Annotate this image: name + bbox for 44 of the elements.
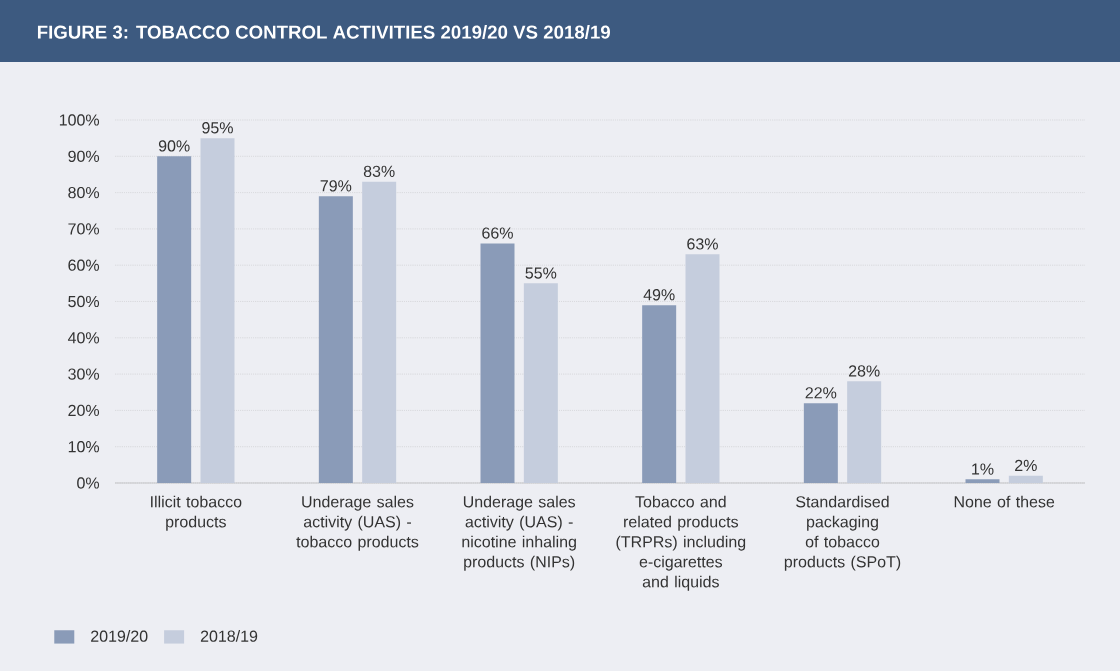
data-label: 49% bbox=[643, 289, 675, 301]
bar bbox=[642, 305, 677, 483]
data-label: 90% bbox=[158, 140, 190, 152]
bar bbox=[523, 283, 558, 483]
data-label: 55% bbox=[525, 267, 557, 279]
legend-label: 2019/20 bbox=[91, 630, 148, 642]
data-label: 83% bbox=[363, 165, 395, 177]
data-label: 22% bbox=[805, 387, 837, 399]
x-tick-label: Underage sales activity (UAS) - nicotine inhaling products (NIPs) bbox=[462, 495, 576, 571]
y-tick-label: 0% bbox=[77, 477, 100, 489]
data-label: 1% bbox=[972, 463, 994, 475]
y-tick-label: 20% bbox=[68, 404, 100, 417]
bar bbox=[157, 156, 192, 483]
bar bbox=[200, 138, 235, 483]
data-label: 2% bbox=[1015, 459, 1037, 472]
x-tick-label: None of these bbox=[954, 495, 1055, 508]
bar bbox=[318, 196, 353, 483]
x-tick-label: Illicit tobacco products bbox=[151, 495, 242, 531]
bar bbox=[847, 381, 882, 483]
bar bbox=[965, 479, 1000, 483]
y-tick-label: 30% bbox=[68, 368, 100, 380]
bar bbox=[803, 403, 838, 483]
data-label: 28% bbox=[848, 365, 880, 377]
y-tick-label: 10% bbox=[68, 441, 100, 453]
data-label: 95% bbox=[202, 122, 233, 134]
y-tick-label: 40% bbox=[67, 332, 100, 344]
y-tick-label: 90% bbox=[68, 150, 100, 162]
chart-title: FIGURE 3: TOBACCO CONTROL ACTIVITIES 2019/20 VS 2018/19 bbox=[37, 25, 610, 39]
x-tick-label: Tobacco and related products (TRPRs) including e-cigarettes and liquids bbox=[616, 495, 746, 591]
legend-label: 2018/19 bbox=[200, 630, 258, 642]
bar bbox=[362, 181, 397, 483]
data-label: 66% bbox=[482, 227, 513, 239]
data-label: 63% bbox=[687, 238, 718, 250]
y-tick-label: 80% bbox=[68, 186, 100, 199]
x-tick-label: Standardised packaging of tobacco products (SPoT) bbox=[784, 495, 901, 571]
y-tick-label: 70% bbox=[68, 223, 100, 235]
y-tick-label: 100% bbox=[59, 114, 100, 126]
y-tick-label: 60% bbox=[68, 259, 100, 271]
bar bbox=[1008, 475, 1043, 483]
bar bbox=[685, 254, 720, 483]
data-label: 79% bbox=[320, 180, 352, 192]
bar bbox=[480, 243, 515, 483]
x-tick-label: Underage sales activity (UAS) - tobacco products bbox=[296, 495, 419, 551]
y-tick-label: 50% bbox=[68, 295, 100, 308]
